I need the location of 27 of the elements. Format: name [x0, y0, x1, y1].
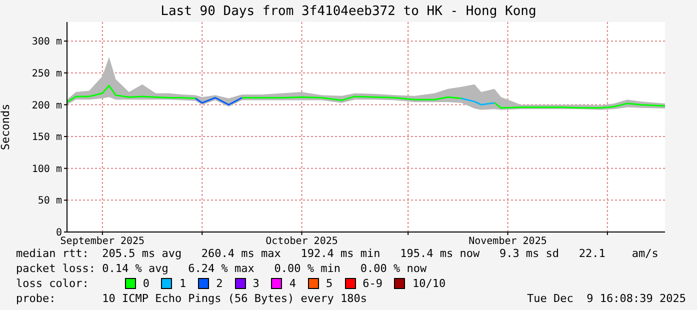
legend-label: 1 — [178, 276, 186, 291]
legend-title: loss color: — [16, 276, 89, 291]
legend-label: 10/10 — [411, 276, 446, 291]
y-tick-label: 50 m — [38, 196, 62, 207]
y-tick-label: 100 m — [32, 164, 62, 175]
y-tick-label: 250 m — [32, 68, 62, 80]
x-tick-label: September 2025 — [60, 236, 145, 248]
legend-label: 3 — [252, 276, 260, 291]
x-tick-label: November 2025 — [468, 236, 547, 248]
y-tick-label: 150 m — [32, 132, 62, 144]
text: probe: 10 ICMP Echo Pings (56 Bytes) every 180s — [16, 291, 367, 306]
legend-label: 2 — [215, 276, 223, 291]
y-tick-label: 0 — [56, 228, 62, 239]
text: Tue Dec 9 16:08:39 2025 — [527, 291, 686, 306]
y-axis-title: Seconds — [0, 104, 12, 150]
legend-label: 5 — [324, 276, 333, 291]
legend-label: 4 — [288, 276, 296, 291]
legend-label: 0 — [142, 276, 150, 291]
y-tick-label: 300 m — [32, 36, 62, 48]
line-series — [194, 96, 243, 106]
chart-title: Last 90 Days from 3f4104eeb372 to HK - Hong Kong — [160, 4, 538, 19]
text: median rtt: 205.5 ms avg 260.4 ms max 192.4 ms min 195.4 ms now 9.3 ms sd 22.1 am/s — [16, 246, 660, 261]
text: packet loss: 0.14 % avg 6.24 % max 0.00 % min 0.00 % now — [16, 261, 428, 276]
x-tick-label: October 2025 — [266, 236, 338, 248]
legend-label: 6-9 — [362, 276, 382, 291]
line-series — [460, 98, 496, 106]
y-tick-label: 200 m — [32, 100, 62, 112]
